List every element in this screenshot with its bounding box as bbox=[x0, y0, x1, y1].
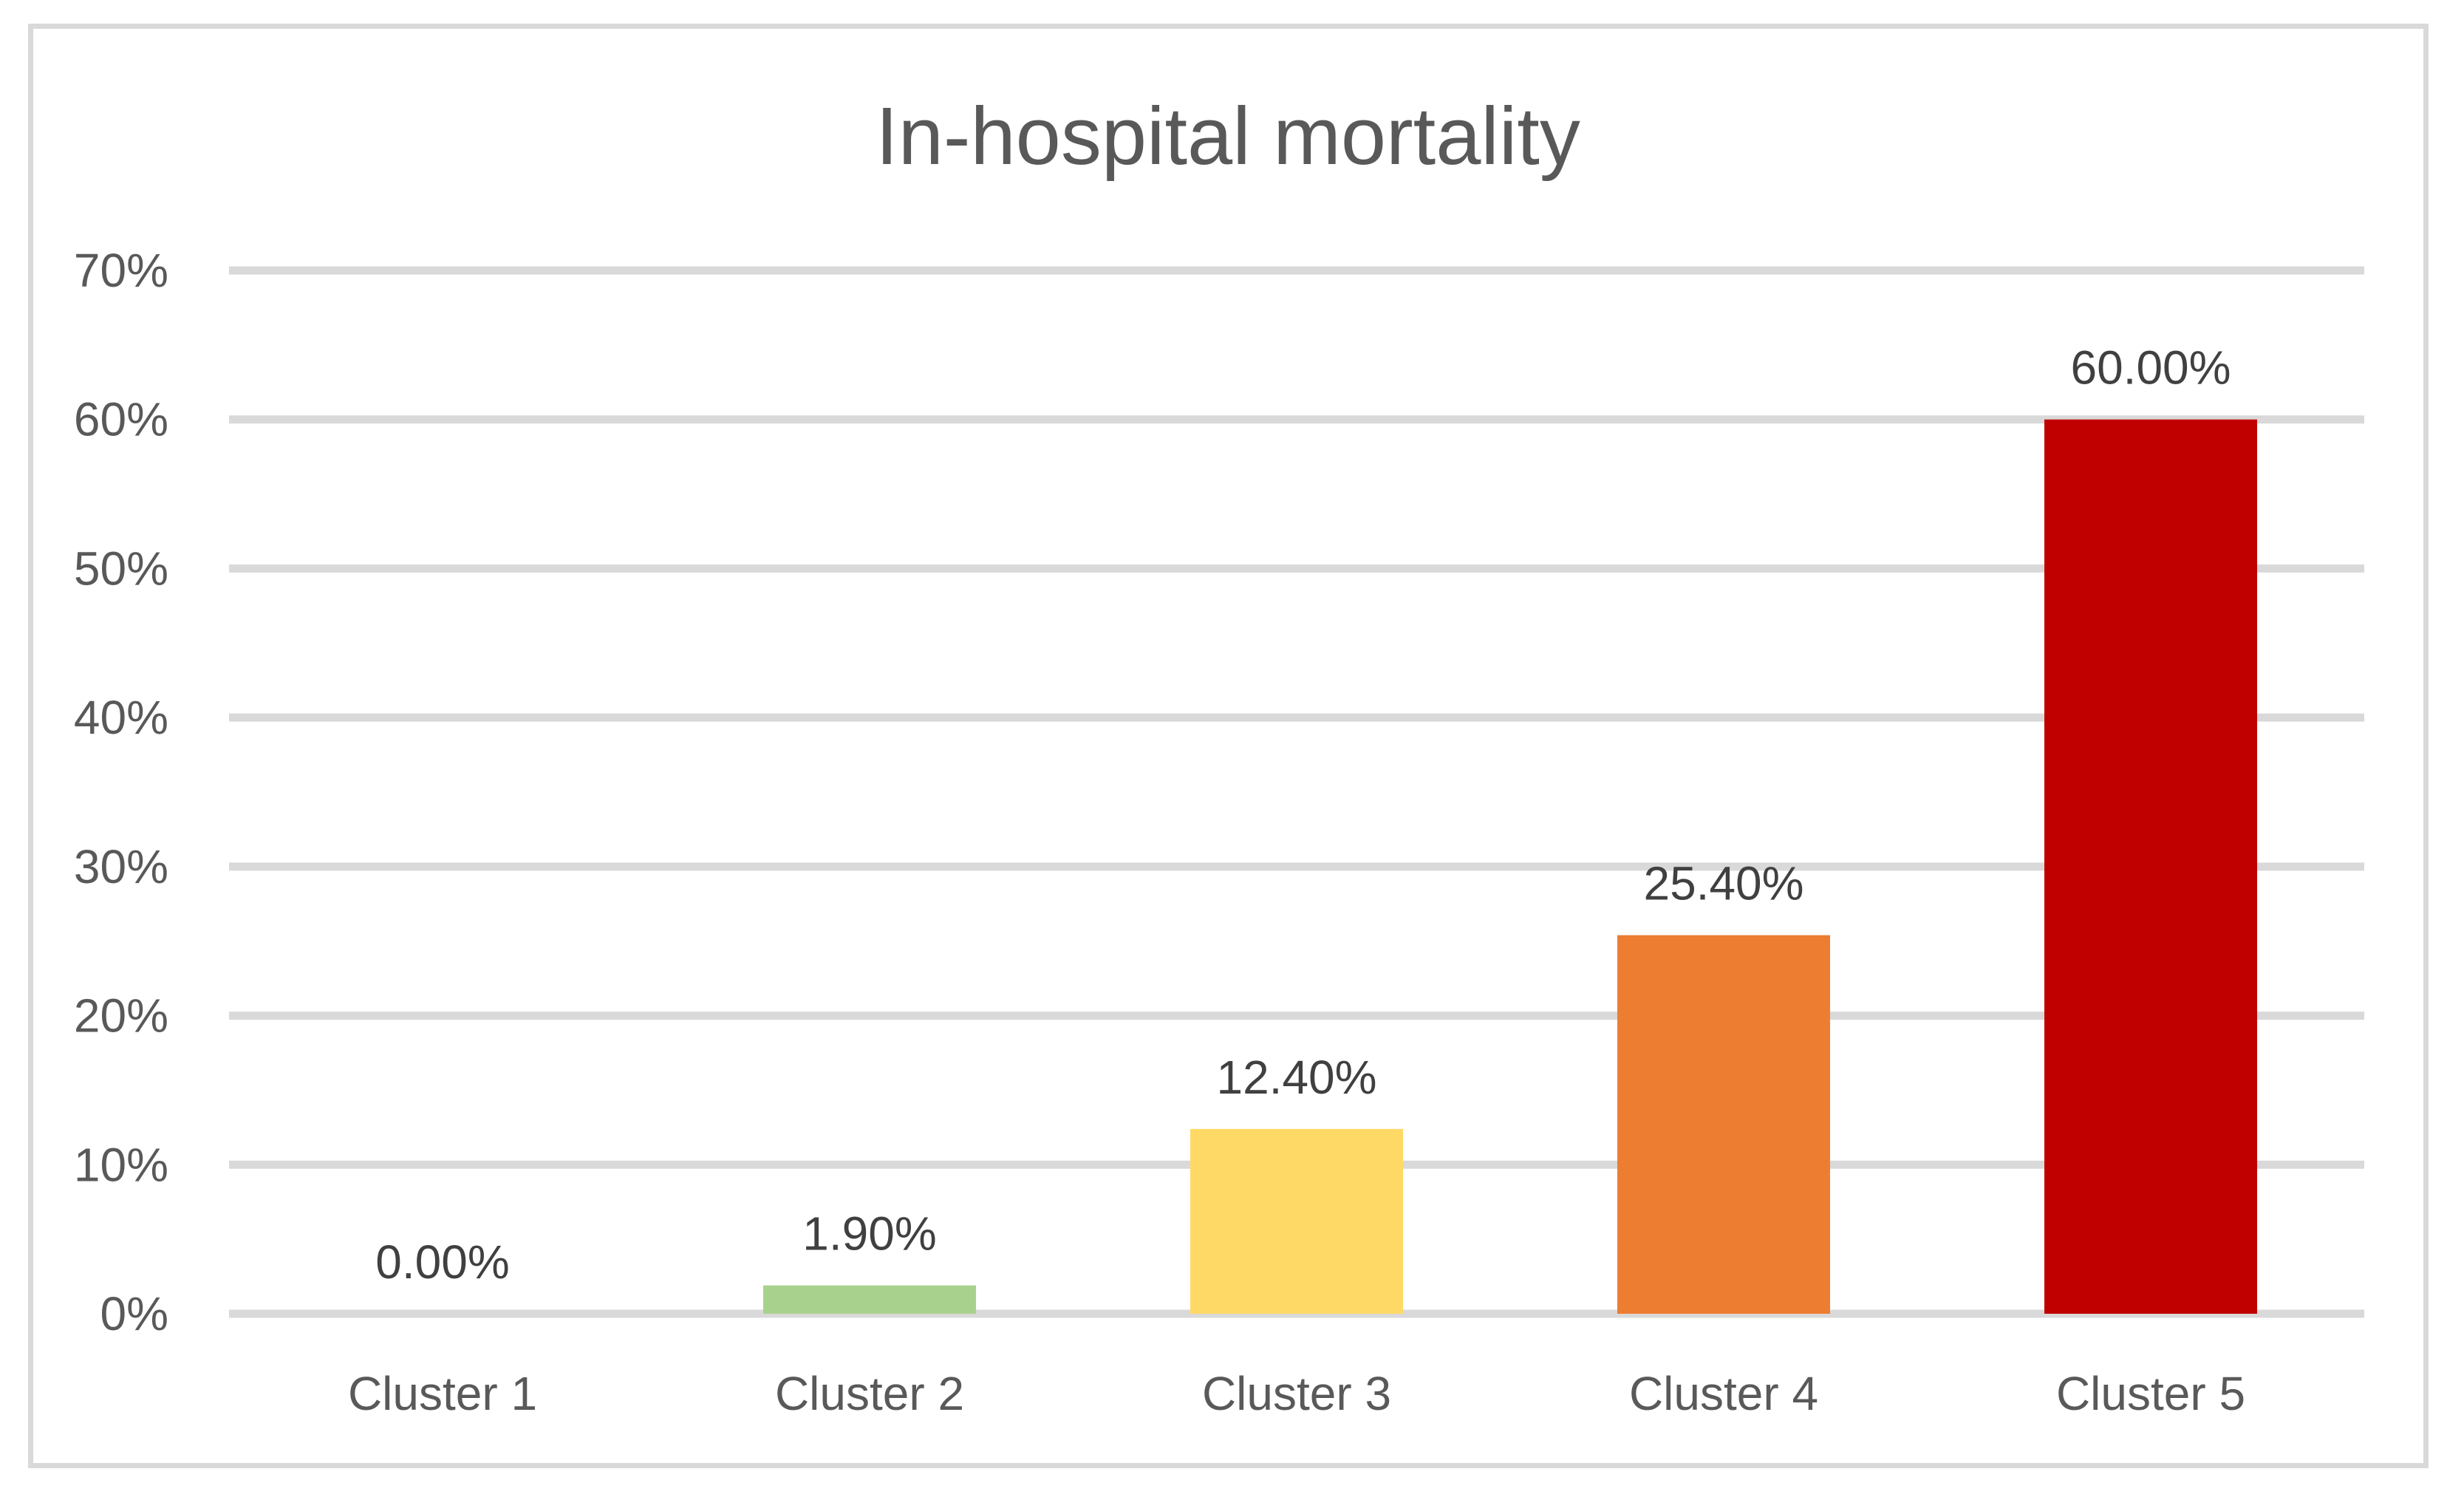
x-tick-label: Cluster 2 bbox=[775, 1367, 964, 1420]
y-tick-label: 70% bbox=[74, 244, 168, 297]
gridlines bbox=[229, 266, 2364, 1318]
y-tick-label: 10% bbox=[74, 1138, 168, 1191]
y-axis-ticks: 0% 10% 20% 30% 40% 50% 60% 70% bbox=[74, 244, 168, 1340]
y-tick-label: 30% bbox=[74, 840, 168, 893]
data-label: 0.00% bbox=[375, 1235, 509, 1289]
data-label: 25.40% bbox=[1643, 857, 1803, 910]
data-label: 1.90% bbox=[802, 1207, 936, 1261]
bar-cluster-4 bbox=[1617, 935, 1830, 1314]
x-tick-label: Cluster 3 bbox=[1202, 1367, 1391, 1420]
chart-title: In-hospital mortality bbox=[876, 91, 1580, 182]
x-tick-label: Cluster 4 bbox=[1629, 1367, 1818, 1420]
y-tick-label: 0% bbox=[100, 1287, 169, 1340]
x-tick-label: Cluster 1 bbox=[348, 1367, 537, 1420]
bar-cluster-2 bbox=[763, 1285, 976, 1314]
bars bbox=[763, 419, 2257, 1314]
data-label: 12.40% bbox=[1216, 1051, 1376, 1104]
data-labels: 0.00% 1.90% 12.40% 25.40% 60.00% bbox=[375, 341, 2231, 1289]
y-tick-label: 40% bbox=[74, 691, 168, 744]
y-tick-label: 50% bbox=[74, 542, 168, 595]
bar-cluster-5 bbox=[2044, 419, 2257, 1314]
bar-cluster-3 bbox=[1190, 1128, 1403, 1314]
y-tick-label: 20% bbox=[74, 989, 168, 1043]
y-tick-label: 60% bbox=[74, 393, 168, 446]
x-axis-ticks: Cluster 1 Cluster 2 Cluster 3 Cluster 4 Clus… bbox=[348, 1367, 2245, 1420]
x-tick-label: Cluster 5 bbox=[2056, 1367, 2245, 1420]
data-label: 60.00% bbox=[2070, 341, 2231, 395]
